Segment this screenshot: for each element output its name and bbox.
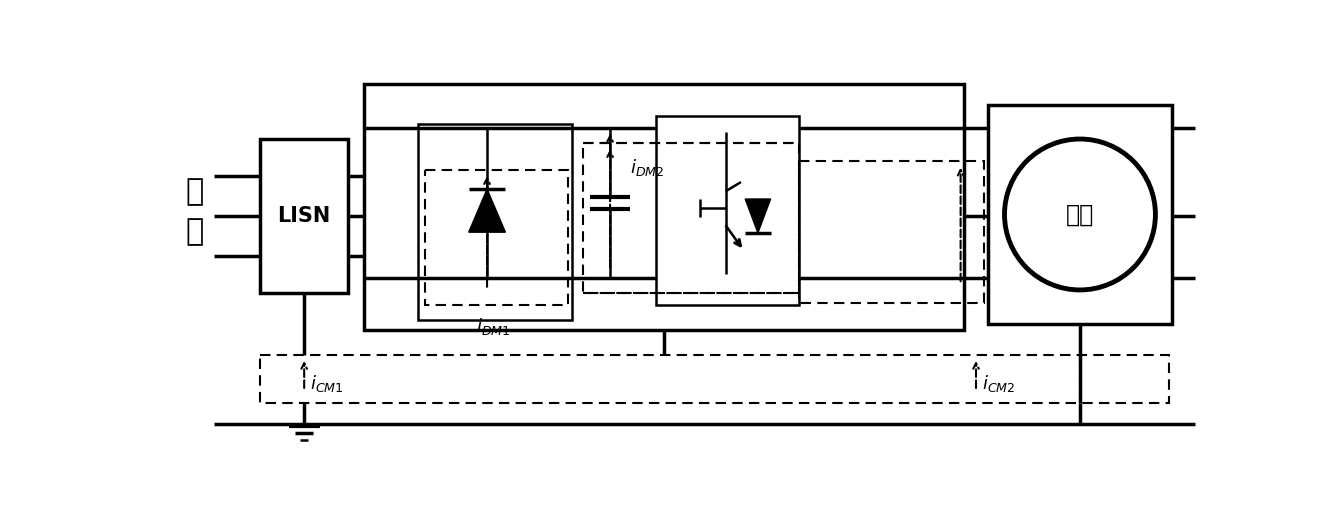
Text: 电: 电 bbox=[185, 177, 203, 206]
Bar bbox=[364, 84, 965, 330]
Polygon shape bbox=[745, 199, 770, 233]
Text: LISN: LISN bbox=[278, 206, 331, 226]
Text: $i_{DM2}$: $i_{DM2}$ bbox=[629, 157, 664, 178]
Text: $i_{DM1}$: $i_{DM1}$ bbox=[476, 316, 511, 337]
Bar bbox=[583, 143, 798, 293]
Polygon shape bbox=[469, 189, 505, 232]
Text: $i_{CM1}$: $i_{CM1}$ bbox=[310, 373, 344, 394]
Bar bbox=[259, 355, 1168, 402]
Text: 电机: 电机 bbox=[1066, 202, 1094, 227]
Bar bbox=[259, 139, 348, 293]
Bar bbox=[426, 170, 569, 305]
Bar bbox=[418, 124, 571, 320]
Bar bbox=[798, 161, 984, 303]
Text: $i_{CM2}$: $i_{CM2}$ bbox=[982, 373, 1016, 394]
Bar bbox=[988, 105, 1172, 324]
Text: 网: 网 bbox=[185, 217, 203, 246]
Bar bbox=[656, 116, 798, 305]
